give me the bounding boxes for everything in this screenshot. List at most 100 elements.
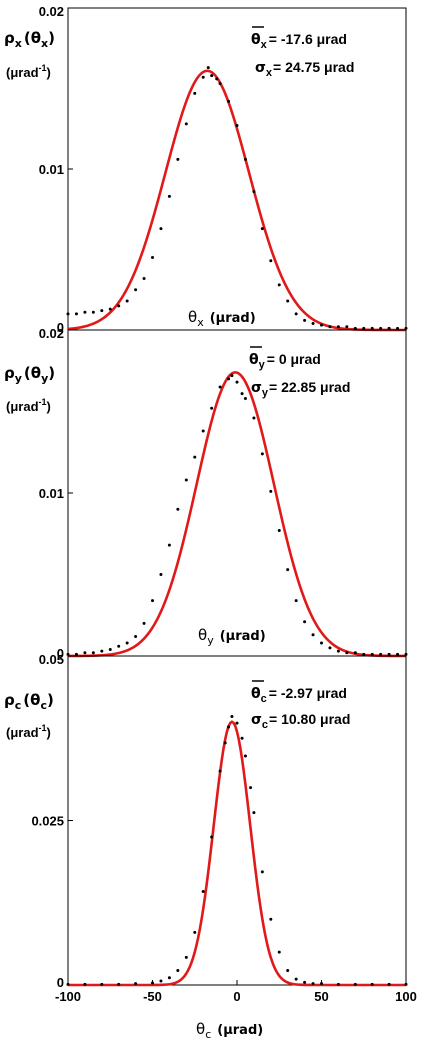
panel-c: 0 0.025 0.05 -100 -50 0 50 100 ρc (θc) (μrad-1)… bbox=[4, 652, 417, 1041]
data-point bbox=[117, 644, 121, 648]
x-tick-label: -50 bbox=[143, 989, 162, 1004]
y-tick-label: 0.02 bbox=[39, 326, 64, 341]
data-point bbox=[328, 646, 332, 650]
fit-curve-group bbox=[67, 69, 406, 332]
data-point bbox=[320, 982, 323, 986]
data-point bbox=[260, 452, 264, 456]
data-point bbox=[108, 307, 112, 311]
data-point bbox=[223, 741, 227, 745]
data-point bbox=[176, 157, 180, 161]
data-point bbox=[193, 930, 197, 934]
x-axis-label: θy (μrad) bbox=[198, 626, 266, 647]
data-point bbox=[235, 721, 239, 725]
data-point bbox=[303, 620, 307, 624]
y-tick-label: 0.05 bbox=[39, 652, 64, 667]
data-point bbox=[74, 652, 78, 656]
data-point bbox=[201, 890, 205, 894]
data-point bbox=[336, 325, 340, 329]
data-point bbox=[83, 651, 87, 655]
data-point bbox=[303, 318, 307, 322]
data-points bbox=[66, 715, 408, 986]
data-point bbox=[277, 528, 281, 532]
data-point bbox=[66, 982, 70, 986]
data-point bbox=[134, 288, 138, 292]
mean-annotation: θx = -17.6 μrad bbox=[251, 31, 347, 51]
data-point bbox=[294, 977, 298, 981]
data-point bbox=[201, 75, 205, 79]
data-point bbox=[277, 283, 281, 287]
data-point bbox=[142, 276, 146, 280]
data-point bbox=[243, 157, 247, 161]
data-point bbox=[227, 377, 231, 381]
data-point bbox=[240, 736, 244, 740]
data-point bbox=[151, 256, 154, 260]
data-point bbox=[167, 194, 171, 198]
data-point bbox=[320, 323, 323, 327]
data-point bbox=[159, 979, 163, 983]
data-point bbox=[218, 385, 222, 389]
data-point bbox=[159, 227, 163, 231]
data-point bbox=[353, 982, 357, 986]
x-axis-label: θc (μrad) bbox=[196, 1020, 263, 1041]
data-point bbox=[387, 982, 391, 986]
data-point bbox=[311, 322, 315, 326]
data-point bbox=[370, 326, 374, 330]
y-axis-label: ρc (θc) bbox=[4, 691, 54, 712]
data-point bbox=[252, 416, 256, 420]
data-point bbox=[74, 312, 78, 316]
fit-curve bbox=[67, 371, 406, 658]
data-point bbox=[269, 489, 273, 493]
fit-curve-group bbox=[68, 720, 406, 987]
data-point bbox=[353, 651, 357, 655]
data-point bbox=[117, 304, 121, 308]
data-point bbox=[362, 652, 366, 656]
data-point bbox=[252, 190, 256, 194]
data-point bbox=[83, 982, 87, 986]
data-point bbox=[294, 599, 298, 603]
data-point bbox=[345, 651, 349, 655]
data-points bbox=[66, 374, 408, 656]
y-axis-label: ρx (θx) bbox=[4, 29, 55, 50]
data-point bbox=[396, 652, 400, 656]
data-point bbox=[176, 969, 180, 973]
x-tick-label: -100 bbox=[55, 989, 81, 1004]
y-axis-unit: (μrad-1) bbox=[6, 723, 51, 740]
data-point bbox=[252, 811, 256, 815]
data-point bbox=[151, 599, 154, 603]
data-point bbox=[218, 769, 222, 773]
data-point bbox=[201, 429, 205, 433]
data-point bbox=[125, 299, 129, 303]
data-point bbox=[370, 982, 374, 986]
sigma-annotation: σy= 22.85 μrad bbox=[251, 379, 350, 399]
data-point bbox=[336, 982, 340, 986]
data-point bbox=[404, 652, 408, 656]
x-ticks: -100 -50 0 50 100 bbox=[55, 980, 417, 1004]
data-points bbox=[66, 66, 408, 330]
data-point bbox=[320, 641, 323, 645]
data-point bbox=[227, 99, 231, 103]
x-tick-label: 50 bbox=[314, 989, 328, 1004]
data-point bbox=[387, 652, 391, 656]
data-point bbox=[210, 74, 214, 78]
data-point bbox=[176, 507, 180, 511]
data-point bbox=[286, 299, 290, 303]
panel-y: 0 0.01 0.02 ρy (θy) (μrad-1) θy = 0 μrad σy=… bbox=[4, 326, 408, 661]
data-point bbox=[167, 976, 171, 980]
data-point bbox=[100, 309, 104, 313]
data-point bbox=[66, 312, 70, 316]
data-point bbox=[277, 950, 281, 954]
data-point bbox=[210, 835, 214, 839]
sigma-annotation: σx= 24.75 μrad bbox=[255, 59, 354, 79]
data-point bbox=[243, 754, 247, 758]
y-axis-unit: (μrad-1) bbox=[6, 63, 51, 80]
data-point bbox=[125, 641, 129, 645]
mean-annotation: θc = -2.97 μrad bbox=[251, 685, 347, 705]
y-tick-label: 0.01 bbox=[39, 486, 64, 501]
data-point bbox=[167, 543, 171, 547]
data-point bbox=[353, 326, 357, 330]
data-point bbox=[193, 455, 197, 459]
data-point bbox=[294, 312, 298, 316]
data-point bbox=[345, 325, 349, 329]
data-point bbox=[91, 310, 95, 314]
